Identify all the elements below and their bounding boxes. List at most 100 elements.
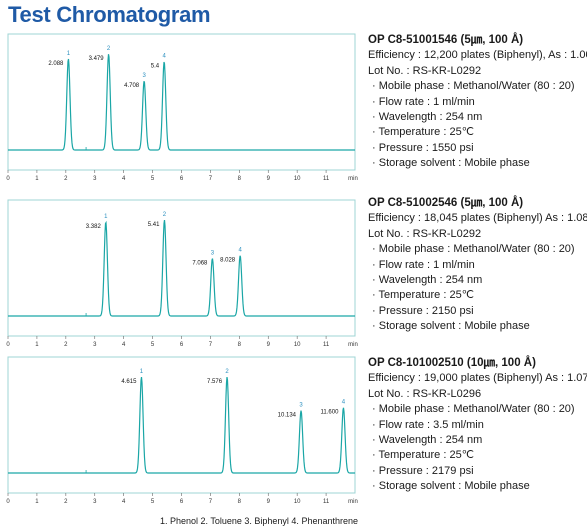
retention-time-label: 10.134 bbox=[278, 413, 297, 419]
x-tick-label: 9 bbox=[267, 176, 271, 180]
retention-time-label: 3.382 bbox=[86, 224, 102, 230]
x-tick-label: 11 bbox=[323, 499, 330, 503]
column-model: OP C8-101002510 (10㎛, 100 Å) bbox=[368, 357, 536, 369]
column-model: OP C8-51002546 (5㎛, 100 Å) bbox=[368, 197, 524, 209]
x-tick-label: 4 bbox=[122, 342, 126, 346]
x-tick-label: 0 bbox=[6, 342, 10, 346]
chromatogram-trace bbox=[8, 219, 355, 317]
peak-number-label: 3 bbox=[142, 73, 146, 79]
condition-wavelength: Wavelength : 254 nm bbox=[368, 433, 587, 448]
peak-number-label: 3 bbox=[299, 403, 303, 409]
x-tick-label: 0 bbox=[6, 176, 10, 180]
x-tick-label: 7 bbox=[209, 176, 213, 180]
x-axis-unit-label: min bbox=[348, 176, 358, 180]
condition-flow-rate: Flow rate : 3.5 ml/min bbox=[368, 418, 587, 433]
x-tick-label: 1 bbox=[35, 176, 39, 180]
x-tick-label: 5 bbox=[151, 176, 155, 180]
efficiency-text: Efficiency : 19,000 plates (Biphenyl) As… bbox=[368, 372, 587, 385]
retention-time-label: 5.41 bbox=[148, 222, 160, 228]
condition-flow-rate: Flow rate : 1 ml/min bbox=[368, 95, 587, 110]
x-tick-label: 11 bbox=[323, 176, 330, 180]
condition-flow-rate: Flow rate : 1 ml/min bbox=[368, 258, 587, 273]
retention-time-label: 5.4 bbox=[151, 64, 160, 70]
x-tick-label: 2 bbox=[64, 342, 68, 346]
x-tick-label: 3 bbox=[93, 176, 97, 180]
peak-number-label: 1 bbox=[67, 51, 71, 57]
condition-storage-solvent: Storage solvent : Mobile phase bbox=[368, 479, 587, 494]
x-tick-label: 2 bbox=[64, 176, 68, 180]
condition-storage-solvent: Storage solvent : Mobile phase bbox=[368, 319, 587, 334]
x-tick-label: 10 bbox=[294, 342, 301, 346]
x-tick-label: 11 bbox=[323, 342, 330, 346]
x-tick-label: 0 bbox=[6, 499, 10, 503]
condition-mobile-phase: Mobile phase : Methanol/Water (80 : 20) bbox=[368, 402, 587, 417]
x-tick-label: 7 bbox=[209, 499, 213, 503]
retention-time-label: 7.576 bbox=[207, 379, 223, 385]
x-tick-label: 8 bbox=[238, 499, 242, 503]
x-tick-label: 7 bbox=[209, 342, 213, 346]
x-tick-label: 3 bbox=[93, 499, 97, 503]
x-tick-label: 9 bbox=[267, 342, 271, 346]
column-info-2: OP C8-51002546 (5㎛, 100 Å) Efficiency : … bbox=[368, 196, 587, 335]
retention-time-label: 7.068 bbox=[192, 260, 208, 266]
condition-mobile-phase: Mobile phase : Methanol/Water (80 : 20) bbox=[368, 242, 587, 257]
efficiency-text: Efficiency : 12,200 plates (Biphenyl), A… bbox=[368, 49, 587, 62]
peak-number-label: 2 bbox=[163, 212, 167, 218]
condition-temperature: Temperature : 25℃ bbox=[368, 288, 587, 303]
condition-mobile-phase: Mobile phase : Methanol/Water (80 : 20) bbox=[368, 79, 587, 94]
retention-time-label: 3.479 bbox=[89, 56, 105, 62]
x-tick-label: 3 bbox=[93, 342, 97, 346]
efficiency-text: Efficiency : 18,045 plates (Biphenyl) As… bbox=[368, 212, 587, 225]
x-tick-label: 9 bbox=[267, 499, 271, 503]
retention-time-label: 11.600 bbox=[321, 410, 340, 416]
lot-number: Lot No. : RS-KR-L0292 bbox=[368, 227, 482, 240]
lot-number: Lot No. : RS-KR-L0292 bbox=[368, 64, 482, 77]
condition-pressure: Pressure : 2150 psi bbox=[368, 304, 587, 319]
condition-temperature: Temperature : 25℃ bbox=[368, 125, 587, 140]
compound-legend: 1. Phenol 2. Toluene 3. Biphenyl 4. Phen… bbox=[160, 516, 358, 526]
retention-time-label: 8.028 bbox=[220, 258, 236, 264]
retention-time-label: 4.615 bbox=[121, 379, 137, 385]
chromatogram-trace bbox=[8, 54, 355, 151]
x-tick-label: 6 bbox=[180, 342, 184, 346]
column-info-1: OP C8-51001546 (5㎛, 100 Å) Efficiency : … bbox=[368, 33, 587, 172]
x-tick-label: 6 bbox=[180, 499, 184, 503]
x-tick-label: 1 bbox=[35, 499, 39, 503]
x-tick-label: 8 bbox=[238, 176, 242, 180]
x-tick-label: 8 bbox=[238, 342, 242, 346]
retention-time-label: 4.708 bbox=[124, 83, 140, 89]
x-tick-label: 2 bbox=[64, 499, 68, 503]
peak-number-label: 3 bbox=[211, 250, 215, 256]
condition-wavelength: Wavelength : 254 nm bbox=[368, 110, 587, 125]
retention-time-label: 2.088 bbox=[48, 61, 64, 67]
peak-number-label: 2 bbox=[225, 369, 229, 375]
lot-number: Lot No. : RS-KR-L0296 bbox=[368, 387, 482, 400]
condition-wavelength: Wavelength : 254 nm bbox=[368, 273, 587, 288]
x-tick-label: 6 bbox=[180, 176, 184, 180]
x-axis-unit-label: min bbox=[348, 342, 358, 346]
x-tick-label: 4 bbox=[122, 499, 126, 503]
column-info-3: OP C8-101002510 (10㎛, 100 Å) Efficiency … bbox=[368, 356, 587, 495]
x-tick-label: 4 bbox=[122, 176, 126, 180]
x-tick-label: 10 bbox=[294, 176, 301, 180]
condition-storage-solvent: Storage solvent : Mobile phase bbox=[368, 156, 587, 171]
x-tick-label: 1 bbox=[35, 342, 39, 346]
peak-number-label: 2 bbox=[107, 46, 111, 52]
column-model: OP C8-51001546 (5㎛, 100 Å) bbox=[368, 34, 524, 46]
x-tick-label: 5 bbox=[151, 499, 155, 503]
peak-number-label: 1 bbox=[140, 369, 144, 375]
peak-number-label: 4 bbox=[342, 400, 346, 406]
x-tick-label: 10 bbox=[294, 499, 301, 503]
x-tick-label: 5 bbox=[151, 342, 155, 346]
chromatogram-trace bbox=[8, 376, 355, 474]
condition-pressure: Pressure : 1550 psi bbox=[368, 141, 587, 156]
page-title: Test Chromatogram bbox=[8, 2, 211, 27]
condition-temperature: Temperature : 25℃ bbox=[368, 448, 587, 463]
x-axis-unit-label: min bbox=[348, 499, 358, 503]
condition-pressure: Pressure : 2179 psi bbox=[368, 464, 587, 479]
peak-number-label: 1 bbox=[104, 214, 108, 220]
peak-number-label: 4 bbox=[162, 54, 166, 60]
